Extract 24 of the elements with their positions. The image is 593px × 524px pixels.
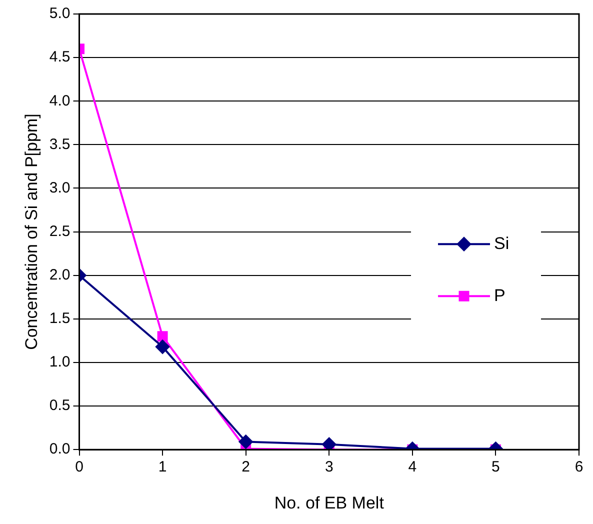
y-axis-title: Concentration of Si and P[ppm] (22, 114, 41, 350)
legend-label: Si (494, 234, 510, 253)
y-tick-label: 2.5 (49, 222, 70, 240)
x-tick-label: 2 (242, 458, 250, 476)
x-axis-title: No. of EB Melt (274, 493, 384, 512)
point (157, 331, 168, 342)
y-tick-label: 2.0 (49, 266, 70, 284)
y-tick-label: 0.5 (49, 397, 70, 414)
y-tick-label: 1.5 (49, 310, 70, 328)
y-tick-label: 5.0 (49, 5, 70, 22)
y-tick-label: 4.5 (49, 48, 70, 66)
y-tick-label: 4.0 (49, 92, 70, 110)
y-tick-label: 3.5 (49, 136, 70, 153)
x-tick-label: 4 (408, 458, 417, 476)
y-tick-label: 1.0 (49, 354, 70, 371)
x-tick-label: 5 (492, 458, 500, 476)
x-tick-label: 3 (324, 458, 334, 476)
legend-label: P (494, 286, 506, 305)
y-tick-label: 3.0 (49, 179, 70, 196)
x-tick-label: 1 (158, 458, 167, 476)
x-tick-label: 6 (574, 458, 584, 476)
point (156, 340, 170, 354)
x-tick-label: 0 (75, 458, 84, 476)
y-tick-label: 0.0 (49, 440, 70, 458)
